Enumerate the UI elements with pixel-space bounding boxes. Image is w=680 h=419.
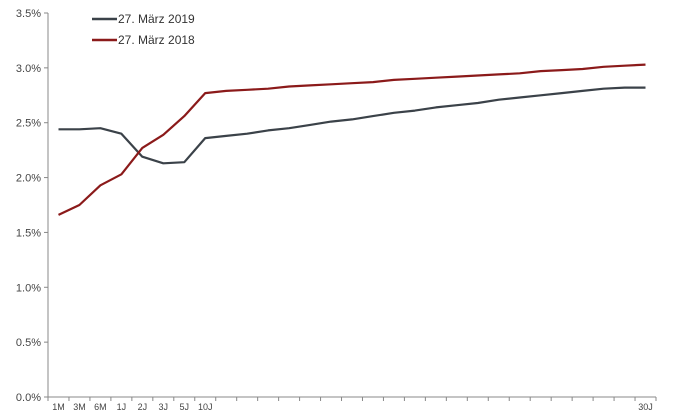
y-tick-label: 1.0%	[16, 282, 41, 294]
y-tick-labels: 0.0% 0.5% 1.0% 1.5% 2.0% 2.5% 3.0% 3.5%	[16, 8, 48, 404]
legend-label: 27. März 2019	[118, 12, 195, 26]
y-tick-label: 3.5%	[16, 8, 41, 20]
x-tick-labels: 1M 3M 6M 1J 2J 3J 5J 10J 30J	[47, 397, 657, 412]
x-tick-label: 5J	[180, 402, 190, 412]
x-tick-label: 6M	[94, 402, 107, 412]
axes	[47, 13, 656, 398]
series-line-1	[58, 63, 646, 216]
x-tick-label: 3J	[159, 402, 169, 412]
x-tick-label: 10J	[198, 402, 213, 412]
y-tick-label: 0.0%	[16, 392, 41, 404]
legend: 27. März 2019 27. März 2018	[92, 12, 195, 47]
y-tick-label: 2.0%	[16, 173, 41, 185]
y-tick-label: 3.0%	[16, 63, 41, 75]
x-tick-label: 30J	[638, 402, 653, 412]
y-tick-label: 2.5%	[16, 118, 41, 130]
y-tick-label: 1.5%	[16, 227, 41, 239]
x-tick-label: 2J	[138, 402, 148, 412]
series-line-0	[58, 86, 646, 165]
x-tick-label: 1M	[52, 402, 65, 412]
x-tick-label: 3M	[73, 402, 86, 412]
y-tick-label: 0.5%	[16, 337, 41, 349]
x-tick-label: 1J	[117, 402, 127, 412]
series-lines	[58, 63, 646, 216]
legend-label: 27. März 2018	[118, 33, 195, 47]
